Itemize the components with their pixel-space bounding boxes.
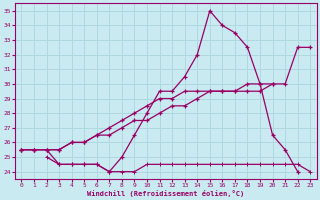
X-axis label: Windchill (Refroidissement éolien,°C): Windchill (Refroidissement éolien,°C) <box>87 190 244 197</box>
